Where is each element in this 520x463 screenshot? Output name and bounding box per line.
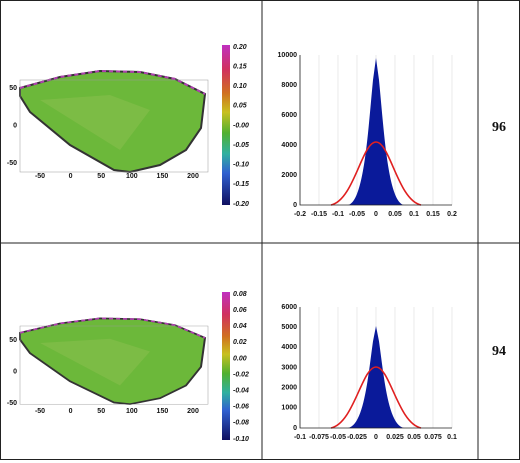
- hist-bars: [348, 58, 404, 205]
- map-x-tick: -50: [35, 173, 45, 180]
- map-y-tick: -50: [7, 400, 17, 407]
- colorbar-label: 0.04: [233, 323, 247, 330]
- colorbar-label: -0.06: [233, 404, 249, 411]
- hist-x-tick: 0.075: [424, 434, 442, 441]
- colorbar-label: -0.10: [233, 162, 249, 169]
- hist-y-tick: 0: [293, 425, 297, 432]
- colorbar-label: 0.02: [233, 339, 247, 346]
- hist-y-tick: 3000: [281, 364, 297, 371]
- hist-y-tick: 2000: [281, 172, 297, 179]
- colorbar-label: 0.05: [233, 103, 247, 110]
- hist-x-tick: 0: [374, 434, 378, 441]
- hist-fit-curve: [330, 366, 422, 429]
- hist-y-tick: 8000: [281, 82, 297, 89]
- hist-axes: [299, 55, 452, 206]
- hist-y-tick: 6000: [281, 112, 297, 119]
- hist-x-tick: -0.075: [309, 434, 329, 441]
- map-x-tick: 150: [157, 173, 169, 180]
- hist-x-tick: 0.05: [407, 434, 421, 441]
- map-y-tick: -50: [7, 160, 17, 167]
- hist-x-tick: 0.15: [426, 211, 440, 218]
- hist-x-tick: 0.05: [388, 211, 402, 218]
- map-detail: [40, 95, 150, 150]
- hist-x-tick: 0: [374, 211, 378, 218]
- score: 94: [492, 344, 506, 359]
- hist-y-tick: 6000: [281, 304, 297, 311]
- hist-x-tick: 0.2: [447, 211, 457, 218]
- map-plot: [19, 317, 209, 406]
- colorbar-label: -0.20: [233, 201, 249, 208]
- colorbar-label: -0.15: [233, 181, 249, 188]
- map-x-tick: 200: [187, 173, 199, 180]
- hist-y-tick: 10000: [278, 52, 298, 59]
- hist-x-tick: -0.15: [311, 211, 327, 218]
- map-y-tick: 50: [9, 337, 17, 344]
- hist-x-tick: -0.2: [294, 211, 306, 218]
- map-y-tick: 0: [13, 368, 17, 375]
- colorbar-label: 0.15: [233, 63, 247, 70]
- hist-y-tick: 1000: [281, 405, 297, 412]
- colorbar-label: 0.08: [233, 291, 247, 298]
- colorbar-label: -0.08: [233, 420, 249, 427]
- hist-x-tick: 0.025: [386, 434, 404, 441]
- hist-axes: [299, 307, 452, 429]
- colorbar-label: 0.10: [233, 83, 247, 90]
- colorbar: [222, 292, 230, 440]
- map-x-tick: 0: [69, 408, 73, 415]
- hist-x-tick: 0.1: [447, 434, 457, 441]
- hist-x-tick: 0.1: [409, 211, 419, 218]
- map-x-tick: 0: [69, 173, 73, 180]
- map-x-tick: 50: [97, 173, 105, 180]
- map-plot: [19, 69, 209, 174]
- map-axis-box: [19, 325, 209, 405]
- colorbar-label: -0.10: [233, 436, 249, 443]
- map-x-tick: 200: [187, 408, 199, 415]
- colorbar-label: 0.06: [233, 307, 247, 314]
- map-axis-box: [19, 79, 209, 173]
- hist-x-tick: -0.05: [330, 434, 346, 441]
- colorbar-label: 0.20: [233, 44, 247, 51]
- hist-y-tick: 4000: [281, 344, 297, 351]
- hist-y-tick: 5000: [281, 324, 297, 331]
- colorbar-label: -0.04: [233, 388, 249, 395]
- hist-x-tick: -0.1: [294, 434, 306, 441]
- hist-fit-curve: [330, 141, 422, 206]
- colorbar: [222, 45, 230, 205]
- hist-y-tick: 0: [293, 202, 297, 209]
- colorbar-label: -0.05: [233, 142, 249, 149]
- map-x-tick: 100: [126, 408, 138, 415]
- map-x-tick: 50: [97, 408, 105, 415]
- hist-y-tick: 4000: [281, 142, 297, 149]
- hist-y-tick: 2000: [281, 385, 297, 392]
- hist-x-tick: -0.05: [349, 211, 365, 218]
- colorbar-label: -0.02: [233, 371, 249, 378]
- map-detail: [40, 338, 150, 386]
- hist-x-tick: -0.025: [347, 434, 367, 441]
- map-y-tick: 0: [13, 122, 17, 129]
- map-y-tick: 50: [9, 85, 17, 92]
- hist-x-tick: -0.1: [332, 211, 344, 218]
- colorbar-label: -0.00: [233, 122, 249, 129]
- map-edge: [19, 317, 206, 339]
- map-x-tick: 100: [126, 173, 138, 180]
- map-x-tick: -50: [35, 408, 45, 415]
- hist-bars: [348, 326, 404, 428]
- map-edge: [19, 69, 206, 95]
- colorbar-label: 0.00: [233, 355, 247, 362]
- map-x-tick: 150: [157, 408, 169, 415]
- score: 96: [492, 120, 506, 135]
